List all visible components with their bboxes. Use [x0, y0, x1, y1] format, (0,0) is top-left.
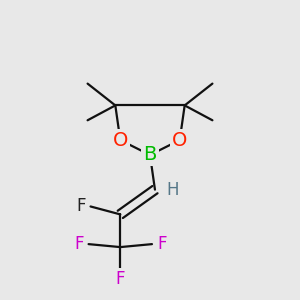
Text: O: O	[172, 130, 188, 150]
Text: O: O	[112, 130, 128, 150]
Text: H: H	[167, 181, 179, 199]
Text: F: F	[74, 235, 83, 253]
Text: F: F	[157, 235, 167, 253]
Text: F: F	[76, 197, 86, 215]
Text: B: B	[143, 146, 157, 164]
Text: F: F	[116, 270, 125, 288]
